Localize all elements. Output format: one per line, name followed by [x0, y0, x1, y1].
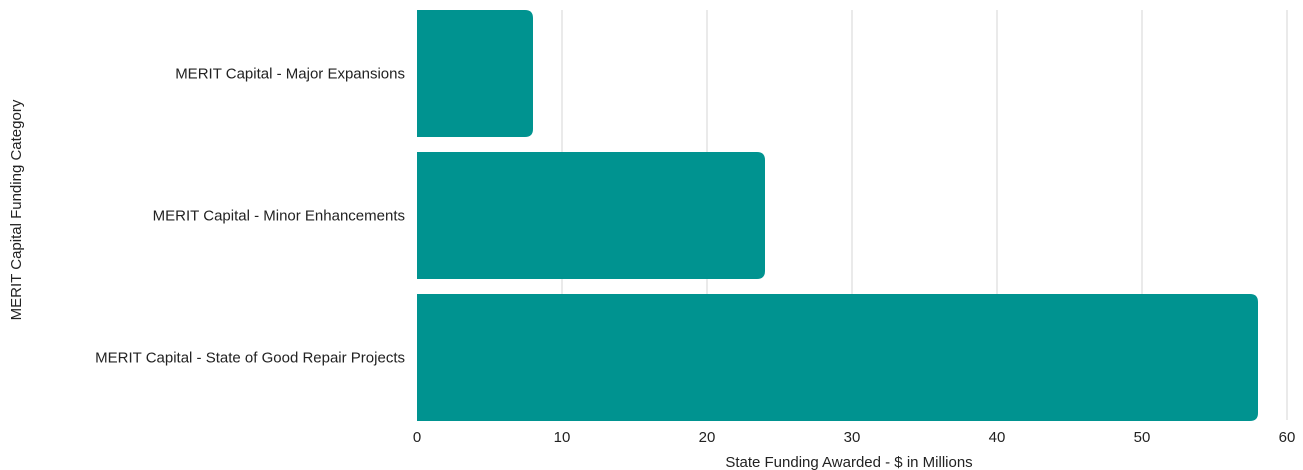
category-labels: MERIT Capital - Major Expansions MERIT Ca… [95, 66, 405, 367]
bar [417, 10, 533, 137]
category-label: MERIT Capital - Major Expansions [175, 66, 405, 83]
x-tick-label: 40 [989, 429, 1006, 446]
x-tick-labels: 0 10 20 30 40 50 60 [413, 429, 1296, 446]
x-tick-label: 50 [1134, 429, 1151, 446]
x-tick-label: 20 [699, 429, 716, 446]
x-tick-label: 30 [844, 429, 861, 446]
bar [417, 152, 765, 279]
bar [417, 294, 1258, 421]
category-label: MERIT Capital - Minor Enhancements [153, 208, 405, 225]
bars [417, 10, 1258, 421]
x-tick-label: 0 [413, 429, 421, 446]
y-axis-title: MERIT Capital Funding Category [8, 99, 25, 320]
x-tick-label: 60 [1279, 429, 1296, 446]
x-tick-label: 10 [554, 429, 571, 446]
x-axis-title: State Funding Awarded - $ in Millions [725, 454, 972, 470]
category-label: MERIT Capital - State of Good Repair Pro… [95, 350, 405, 367]
